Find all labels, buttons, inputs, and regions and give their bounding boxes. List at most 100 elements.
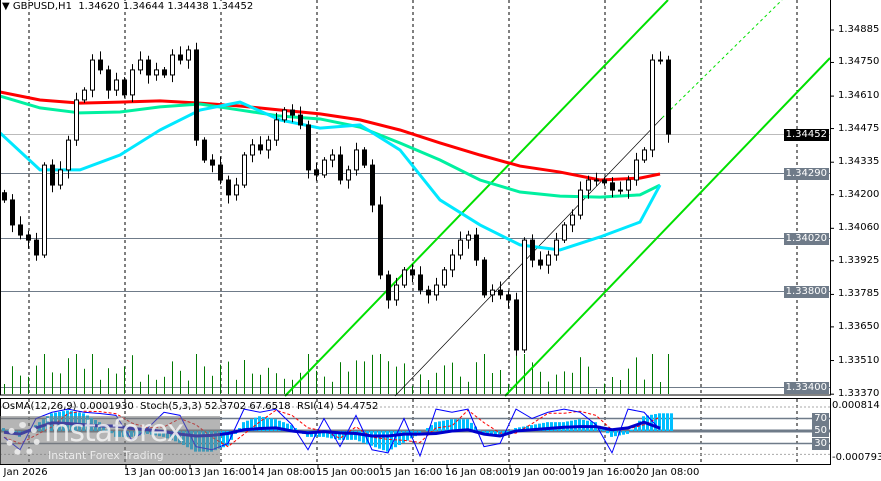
- candle[interactable]: [634, 152, 639, 186]
- candle[interactable]: [42, 162, 47, 258]
- time-label: 15 Jan 16:00: [379, 467, 443, 478]
- candle[interactable]: [106, 65, 111, 99]
- candle[interactable]: [474, 227, 479, 266]
- candle[interactable]: [130, 64, 135, 103]
- candle[interactable]: [458, 231, 463, 260]
- volume-bar: [340, 362, 341, 394]
- candle[interactable]: [138, 51, 143, 75]
- candle[interactable]: [170, 49, 175, 83]
- candle[interactable]: [522, 237, 527, 353]
- candle-body: [50, 164, 55, 186]
- candle[interactable]: [122, 77, 127, 98]
- candle[interactable]: [482, 257, 487, 298]
- candle[interactable]: [226, 175, 231, 204]
- candle[interactable]: [626, 175, 631, 199]
- moving-average-line[interactable]: [0, 94, 661, 199]
- candle[interactable]: [178, 46, 183, 65]
- candle[interactable]: [658, 51, 663, 65]
- candle[interactable]: [562, 222, 567, 243]
- candle[interactable]: [594, 172, 599, 186]
- candle[interactable]: [434, 277, 439, 301]
- candle-body: [66, 139, 71, 171]
- candle[interactable]: [154, 62, 159, 81]
- candle[interactable]: [218, 156, 223, 185]
- candle[interactable]: [538, 251, 543, 270]
- candle[interactable]: [642, 147, 647, 163]
- candle[interactable]: [354, 142, 359, 176]
- candle[interactable]: [650, 54, 655, 158]
- candle[interactable]: [2, 189, 7, 203]
- candle[interactable]: [314, 162, 319, 181]
- candle[interactable]: [386, 270, 391, 309]
- candle[interactable]: [490, 284, 495, 303]
- time-label: 16 Jan 08:00: [445, 467, 509, 478]
- candle[interactable]: [34, 232, 39, 261]
- candle[interactable]: [426, 285, 431, 304]
- moving-average-line[interactable]: [0, 100, 662, 252]
- candle[interactable]: [26, 230, 31, 249]
- candle[interactable]: [346, 165, 351, 189]
- level-price-tag: 1.34290: [783, 167, 829, 180]
- candle[interactable]: [98, 51, 103, 75]
- candle[interactable]: [602, 177, 607, 186]
- moving-average-line[interactable]: [0, 90, 661, 182]
- candle[interactable]: [410, 264, 415, 283]
- candle[interactable]: [402, 267, 407, 288]
- candle[interactable]: [90, 54, 95, 98]
- candle[interactable]: [18, 216, 23, 240]
- candle[interactable]: [114, 72, 119, 96]
- candle[interactable]: [322, 157, 327, 178]
- channel-middle-line[interactable]: [394, 117, 663, 397]
- candle[interactable]: [370, 159, 375, 213]
- candle[interactable]: [570, 209, 575, 233]
- candle[interactable]: [610, 177, 615, 198]
- candle[interactable]: [298, 106, 303, 130]
- candle[interactable]: [586, 175, 591, 199]
- candle[interactable]: [202, 137, 207, 163]
- candle[interactable]: [450, 249, 455, 278]
- candle[interactable]: [546, 250, 551, 274]
- triangle-down-icon[interactable]: ▼: [2, 1, 13, 12]
- candle[interactable]: [514, 292, 519, 356]
- candle[interactable]: [306, 120, 311, 179]
- candle[interactable]: [578, 181, 583, 220]
- candle[interactable]: [266, 135, 271, 159]
- candle[interactable]: [554, 232, 559, 261]
- candle[interactable]: [394, 277, 399, 306]
- candle[interactable]: [58, 161, 63, 190]
- candle[interactable]: [274, 112, 279, 146]
- candle[interactable]: [210, 154, 215, 173]
- candle[interactable]: [506, 290, 511, 309]
- candle[interactable]: [330, 149, 335, 168]
- candle[interactable]: [618, 181, 623, 195]
- candle-body: [306, 124, 311, 171]
- candle[interactable]: [234, 177, 239, 201]
- channel-upper-line[interactable]: [284, 0, 669, 397]
- candle[interactable]: [258, 136, 263, 155]
- candle[interactable]: [290, 104, 295, 123]
- candle[interactable]: [250, 139, 255, 163]
- candle[interactable]: [194, 42, 199, 146]
- candle[interactable]: [10, 194, 15, 233]
- candle[interactable]: [186, 45, 191, 69]
- candle[interactable]: [50, 159, 55, 193]
- candle[interactable]: [466, 230, 471, 249]
- candle[interactable]: [146, 55, 151, 84]
- candle[interactable]: [418, 266, 423, 295]
- candle[interactable]: [666, 55, 671, 143]
- candle[interactable]: [74, 92, 79, 146]
- candle[interactable]: [82, 87, 87, 103]
- candle-body: [170, 54, 175, 76]
- candle[interactable]: [242, 152, 247, 188]
- candle[interactable]: [282, 107, 287, 123]
- candle[interactable]: [378, 196, 383, 280]
- channel-lower-line[interactable]: [504, 57, 831, 397]
- channel-middle-extension[interactable]: [661, 0, 783, 119]
- candle[interactable]: [338, 146, 343, 185]
- candle[interactable]: [530, 234, 535, 268]
- candle[interactable]: [162, 67, 167, 78]
- candle[interactable]: [362, 147, 367, 168]
- candle[interactable]: [66, 135, 71, 179]
- candle[interactable]: [442, 267, 447, 288]
- candle[interactable]: [498, 281, 503, 300]
